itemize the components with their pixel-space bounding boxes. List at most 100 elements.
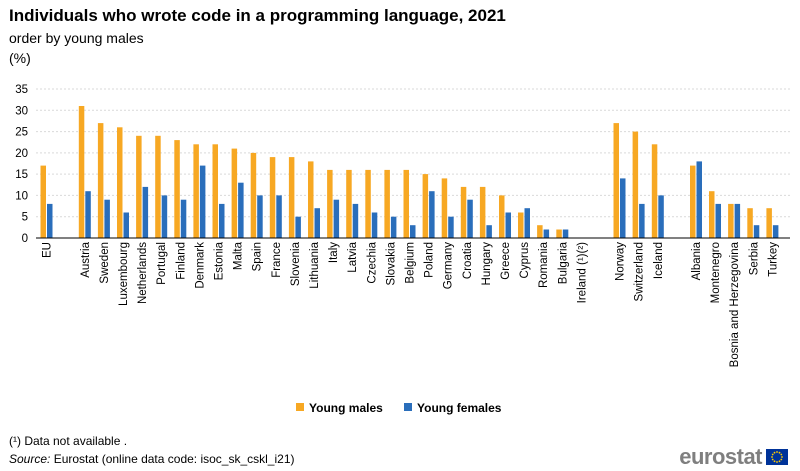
bar-young-males — [747, 208, 753, 238]
bar-young-females — [715, 203, 721, 238]
category-label: Austria — [80, 241, 92, 277]
bar-young-females — [295, 216, 301, 238]
category-label: France — [271, 242, 283, 278]
category-label: Norway — [615, 242, 627, 281]
bar-young-males — [766, 208, 772, 238]
y-tick-label: 0 — [22, 233, 28, 245]
category-label: Italy — [328, 242, 340, 263]
bar-young-males — [499, 195, 505, 238]
bar-young-females — [734, 203, 741, 238]
category-label: Poland — [424, 242, 436, 278]
bar-young-males — [193, 144, 199, 238]
bar-young-males — [384, 169, 390, 238]
bar-young-males — [78, 106, 85, 238]
bar-young-males — [117, 127, 123, 238]
category-label: Denmark — [194, 242, 206, 289]
legend-label-young-females: Young females — [417, 401, 502, 415]
bar-young-males — [632, 131, 639, 238]
chart-subtitle: order by young males — [9, 30, 144, 46]
bar-young-females — [696, 161, 702, 238]
bar-young-females — [562, 229, 569, 238]
bar-young-males — [709, 191, 715, 238]
legend-swatch-young-females — [404, 403, 412, 411]
bar-young-males — [308, 161, 314, 238]
category-label: Luxembourg — [118, 242, 130, 306]
source-label: Source: — [9, 452, 51, 466]
y-tick-label: 10 — [15, 190, 28, 202]
footnote: (¹) Data not available . — [9, 434, 128, 448]
bar-young-males — [479, 186, 486, 238]
bar-young-females — [486, 225, 492, 238]
category-label: Estonia — [214, 241, 226, 280]
eu-flag-icon — [766, 449, 788, 465]
bar-young-females — [161, 195, 168, 238]
bar-young-males — [537, 225, 543, 238]
legend-label-young-males: Young males — [309, 401, 383, 415]
bar-young-males — [346, 169, 352, 238]
category-label: Malta — [233, 241, 245, 270]
bar-young-males — [212, 144, 218, 238]
bar-young-females — [429, 191, 435, 238]
y-tick-label: 25 — [15, 127, 28, 139]
category-label: Iceland — [653, 242, 665, 279]
legend: Young males Young females — [296, 401, 502, 415]
bar-young-females — [505, 212, 511, 238]
eurostat-logo: eurostat — [679, 444, 788, 470]
bar-young-females — [219, 203, 225, 238]
bars — [40, 106, 779, 238]
bar-young-females — [104, 199, 110, 238]
source-note: Source: Eurostat (online data code: isoc… — [9, 452, 295, 466]
category-label: Portugal — [156, 242, 168, 285]
y-axis-ticks: 0 5 10 15 20 25 30 35 — [15, 84, 28, 245]
category-label: Spain — [252, 242, 264, 271]
bar-young-females — [524, 208, 530, 238]
category-label: Germany — [443, 242, 455, 290]
category-label: Bulgaria — [557, 241, 569, 284]
category-label: Bosnia and Herzegovina — [729, 241, 741, 367]
y-tick-label: 35 — [15, 84, 28, 96]
bar-chart: 0 5 10 15 20 25 30 35 EU Austria Sweden Luxembourg… — [15, 84, 790, 415]
bar-young-males — [40, 165, 46, 238]
bar-young-males — [441, 178, 448, 238]
category-label: Finland — [175, 242, 187, 280]
bar-young-males — [613, 123, 619, 238]
bar-young-males — [728, 203, 734, 238]
category-label: Romania — [538, 241, 550, 288]
bar-young-females — [314, 208, 320, 238]
category-label: Cyprus — [519, 242, 531, 279]
bar-young-males — [231, 148, 238, 238]
category-label: Greece — [500, 242, 512, 280]
bar-young-females — [371, 212, 378, 238]
category-label: Albania — [691, 241, 703, 280]
legend-swatch-young-males — [296, 403, 304, 411]
category-label: Switzerland — [634, 242, 646, 301]
bar-young-males — [365, 169, 371, 238]
category-label: Latvia — [347, 241, 359, 272]
bar-young-males — [460, 186, 467, 238]
bar-young-males — [250, 152, 257, 238]
bar-young-females — [333, 199, 340, 238]
bar-young-females — [390, 216, 397, 238]
bar-young-females — [543, 229, 550, 238]
bar-young-females — [658, 195, 664, 238]
bar-young-males — [403, 169, 409, 238]
bar-young-females — [352, 203, 359, 238]
bar-young-females — [85, 191, 91, 238]
bar-young-males — [518, 212, 524, 238]
bar-young-females — [620, 178, 626, 238]
category-label: Slovenia — [290, 241, 302, 286]
y-tick-label: 20 — [15, 148, 28, 160]
category-label: Netherlands — [137, 242, 149, 304]
bar-young-males — [97, 123, 104, 238]
bar-young-males — [651, 144, 658, 238]
category-label: Czechia — [366, 241, 378, 283]
source-text: Eurostat (online data code: isoc_sk_cskl… — [50, 452, 295, 466]
chart-title: Individuals who wrote code in a programm… — [9, 6, 506, 25]
bar-young-females — [467, 199, 473, 238]
bar-young-females — [772, 225, 779, 238]
category-label: Turkey — [767, 242, 779, 277]
logo-text: eurostat — [679, 444, 762, 469]
y-tick-label: 15 — [15, 169, 28, 181]
bar-young-females — [448, 216, 454, 238]
category-label: Lithuania — [309, 241, 321, 288]
